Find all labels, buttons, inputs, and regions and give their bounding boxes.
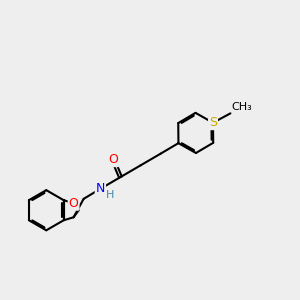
Text: N: N — [96, 182, 105, 195]
Text: O: O — [108, 153, 118, 166]
Text: S: S — [209, 116, 217, 129]
Text: CH₃: CH₃ — [232, 102, 253, 112]
Text: O: O — [69, 197, 79, 210]
Text: H: H — [106, 190, 114, 200]
